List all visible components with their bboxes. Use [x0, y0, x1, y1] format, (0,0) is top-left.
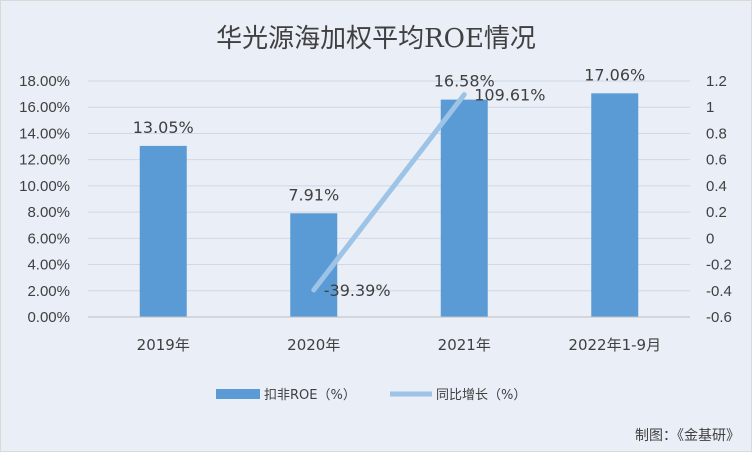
- source-note: 制图：《金基研》: [635, 427, 740, 444]
- bar-data-label: 16.58%: [434, 72, 495, 91]
- legend-bar-swatch: [216, 389, 260, 399]
- y-right-tick-label: 1: [706, 99, 714, 116]
- bar-data-label: 13.05%: [133, 118, 194, 137]
- y-right-tick-label: -0.4: [706, 283, 732, 300]
- y-right-tick-label: 0.4: [706, 178, 727, 195]
- y-left-tick-label: 10.00%: [19, 178, 70, 195]
- growth-line: [311, 92, 467, 293]
- line-data-label: -39.39%: [324, 281, 391, 300]
- y-right-tick-label: 0.6: [706, 152, 727, 169]
- x-tick-label: 2019年: [137, 336, 190, 354]
- y-left-tick-label: 2.00%: [27, 283, 70, 300]
- chart-title: 华光源海加权平均ROE情况: [216, 24, 536, 54]
- legend-bar-label: 扣非ROE（%）: [264, 388, 356, 403]
- bar: [591, 93, 639, 317]
- bar: [139, 145, 187, 317]
- x-tick-label: 2021年: [438, 336, 491, 354]
- y-right-tick-label: -0.2: [706, 257, 732, 274]
- bar-data-label: 17.06%: [584, 65, 645, 84]
- y-left-tick-label: 0.00%: [27, 309, 70, 326]
- y-left-tick-label: 18.00%: [19, 73, 70, 90]
- y-left-tick-label: 14.00%: [19, 125, 70, 142]
- line-data-label: 109.61%: [474, 86, 545, 105]
- y-right-tick-label: 1.2: [706, 73, 727, 90]
- y-right-tick-label: 0.2: [706, 204, 727, 221]
- y-left-tick-label: 12.00%: [19, 152, 70, 169]
- y-left-tick-label: 4.00%: [27, 257, 70, 274]
- y-right-tick-label: 0.8: [706, 125, 727, 142]
- y-left-tick-label: 8.00%: [27, 204, 70, 221]
- y-left-tick-label: 16.00%: [19, 99, 70, 116]
- bar: [440, 99, 488, 318]
- legend-line-label: 同比增长（%）: [436, 388, 526, 403]
- y-left-tick-label: 6.00%: [27, 230, 70, 247]
- y-right-tick-label: 0: [706, 230, 714, 247]
- x-tick-label: 2020年: [287, 336, 340, 354]
- bar-data-label: 7.91%: [288, 185, 339, 204]
- bar: [290, 213, 338, 317]
- x-tick-label: 2022年1-9月: [568, 336, 661, 354]
- y-right-tick-label: -0.6: [706, 309, 732, 326]
